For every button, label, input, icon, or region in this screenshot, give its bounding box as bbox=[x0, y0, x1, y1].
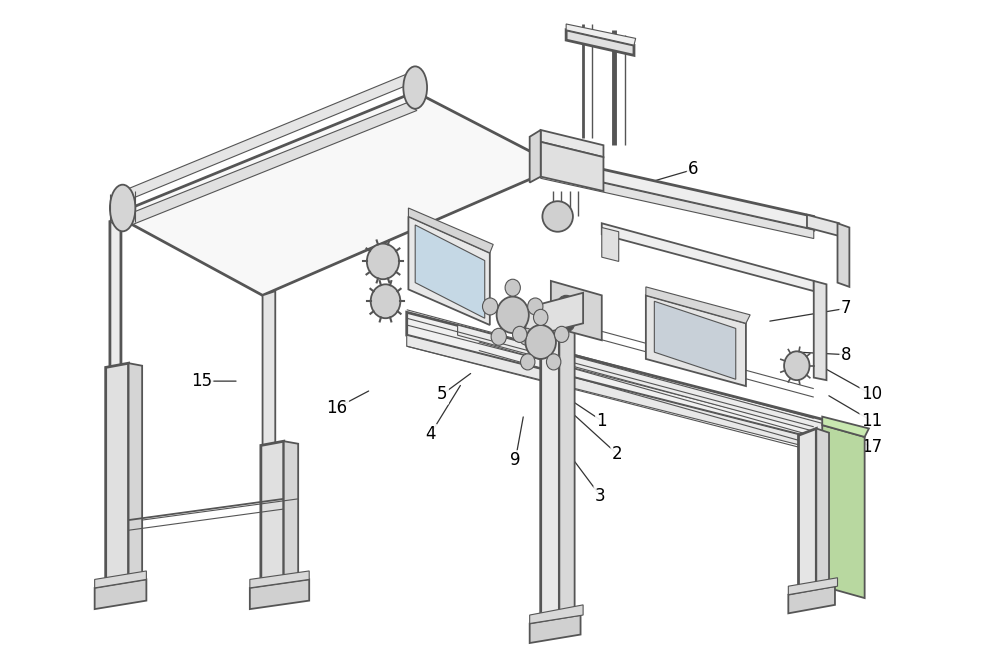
Text: 4: 4 bbox=[425, 425, 436, 443]
Text: 7: 7 bbox=[841, 299, 851, 317]
Text: 2: 2 bbox=[612, 445, 622, 463]
Polygon shape bbox=[95, 571, 146, 588]
Polygon shape bbox=[559, 306, 575, 622]
Text: 3: 3 bbox=[595, 486, 605, 504]
Text: 8: 8 bbox=[841, 346, 851, 364]
Polygon shape bbox=[654, 301, 736, 380]
Text: 15: 15 bbox=[191, 372, 212, 390]
Ellipse shape bbox=[367, 243, 399, 279]
Polygon shape bbox=[816, 428, 829, 596]
Text: 1: 1 bbox=[596, 412, 607, 430]
Polygon shape bbox=[788, 578, 838, 595]
Polygon shape bbox=[530, 615, 581, 643]
Polygon shape bbox=[838, 223, 849, 287]
Polygon shape bbox=[646, 287, 750, 323]
Ellipse shape bbox=[513, 326, 527, 342]
Ellipse shape bbox=[554, 326, 569, 342]
Ellipse shape bbox=[371, 284, 400, 318]
Circle shape bbox=[558, 295, 575, 312]
Polygon shape bbox=[530, 130, 541, 183]
Polygon shape bbox=[408, 217, 490, 325]
Polygon shape bbox=[798, 428, 816, 598]
Polygon shape bbox=[114, 92, 559, 295]
Ellipse shape bbox=[533, 309, 548, 325]
Polygon shape bbox=[822, 425, 865, 598]
Circle shape bbox=[558, 315, 575, 331]
Polygon shape bbox=[807, 215, 839, 236]
Polygon shape bbox=[602, 227, 619, 261]
Ellipse shape bbox=[546, 354, 561, 370]
Polygon shape bbox=[814, 281, 826, 380]
Polygon shape bbox=[110, 219, 121, 369]
Polygon shape bbox=[408, 208, 493, 253]
Polygon shape bbox=[95, 580, 146, 609]
Text: 9: 9 bbox=[510, 452, 521, 470]
Polygon shape bbox=[551, 281, 602, 340]
Polygon shape bbox=[525, 293, 583, 338]
Ellipse shape bbox=[403, 67, 427, 109]
Ellipse shape bbox=[525, 325, 556, 359]
Polygon shape bbox=[566, 24, 636, 45]
Ellipse shape bbox=[110, 185, 135, 231]
Text: 11: 11 bbox=[861, 412, 882, 430]
Ellipse shape bbox=[784, 352, 810, 380]
Text: 16: 16 bbox=[327, 399, 348, 417]
Circle shape bbox=[542, 201, 573, 231]
Polygon shape bbox=[566, 30, 634, 55]
Polygon shape bbox=[602, 223, 814, 291]
Ellipse shape bbox=[483, 298, 498, 315]
Polygon shape bbox=[261, 441, 284, 592]
Text: 6: 6 bbox=[688, 161, 699, 179]
Ellipse shape bbox=[505, 279, 520, 296]
Text: 10: 10 bbox=[861, 386, 882, 404]
Polygon shape bbox=[123, 72, 422, 198]
Text: 17: 17 bbox=[861, 438, 882, 456]
Polygon shape bbox=[129, 363, 142, 590]
Polygon shape bbox=[541, 306, 559, 626]
Polygon shape bbox=[250, 571, 309, 588]
Polygon shape bbox=[458, 325, 835, 437]
Polygon shape bbox=[541, 130, 603, 157]
Polygon shape bbox=[530, 605, 583, 624]
Polygon shape bbox=[541, 155, 814, 230]
Polygon shape bbox=[646, 295, 746, 386]
Polygon shape bbox=[407, 336, 835, 454]
Ellipse shape bbox=[497, 297, 529, 333]
Polygon shape bbox=[415, 225, 485, 318]
Polygon shape bbox=[822, 417, 869, 437]
Ellipse shape bbox=[521, 354, 535, 370]
Polygon shape bbox=[541, 142, 603, 191]
Ellipse shape bbox=[519, 328, 534, 346]
Polygon shape bbox=[250, 580, 309, 609]
Ellipse shape bbox=[528, 298, 543, 315]
Polygon shape bbox=[407, 312, 835, 444]
Ellipse shape bbox=[491, 328, 506, 346]
Text: 5: 5 bbox=[437, 386, 448, 404]
Polygon shape bbox=[106, 363, 129, 592]
Polygon shape bbox=[263, 291, 275, 448]
Polygon shape bbox=[788, 586, 835, 614]
Polygon shape bbox=[541, 169, 814, 239]
Polygon shape bbox=[284, 441, 298, 590]
Polygon shape bbox=[110, 103, 417, 229]
